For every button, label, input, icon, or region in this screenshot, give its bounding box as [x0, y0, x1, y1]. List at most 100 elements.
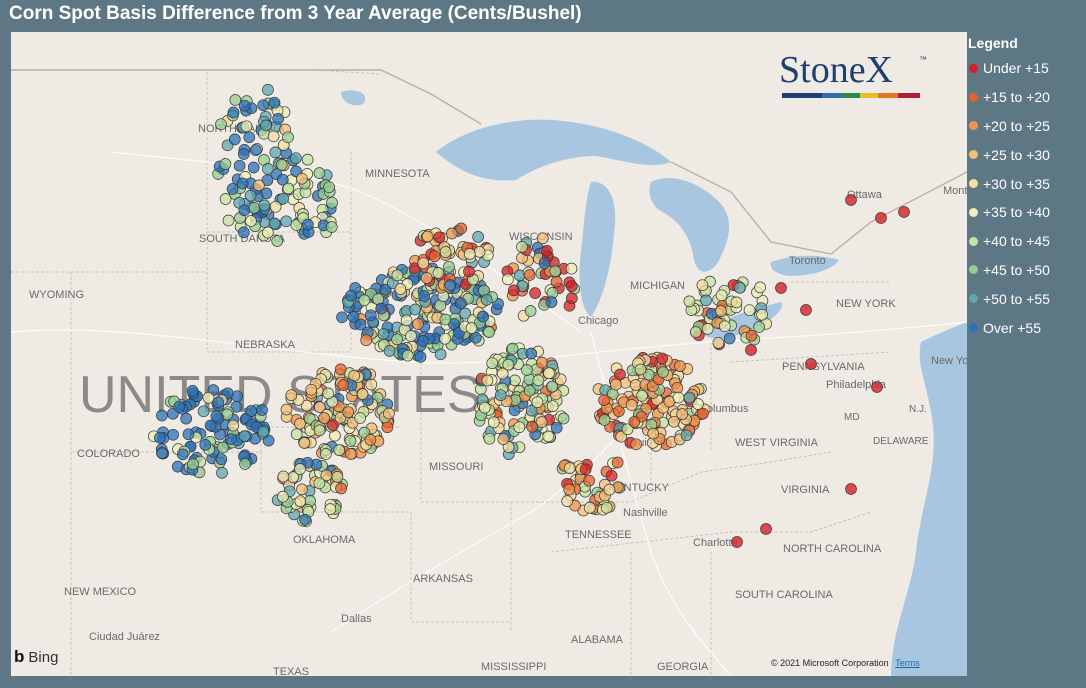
map-point[interactable] — [260, 119, 272, 132]
map-point[interactable] — [614, 368, 626, 381]
map-point[interactable] — [173, 400, 186, 413]
map-point[interactable] — [269, 200, 282, 213]
map-point[interactable] — [536, 232, 549, 245]
map-point[interactable] — [444, 279, 457, 291]
map-point[interactable] — [187, 458, 199, 471]
map-point[interactable] — [494, 389, 507, 402]
map-point[interactable] — [171, 460, 184, 473]
map-point[interactable] — [600, 501, 613, 514]
map-point[interactable] — [634, 363, 647, 376]
map-point[interactable] — [469, 331, 482, 344]
map-point[interactable] — [459, 307, 472, 320]
map-point[interactable] — [347, 311, 360, 323]
map-point[interactable] — [610, 378, 622, 391]
map-point[interactable] — [243, 131, 256, 144]
map-point[interactable] — [550, 421, 563, 434]
legend-item[interactable]: +45 to +50 — [968, 256, 1084, 285]
map-point[interactable] — [543, 367, 555, 380]
map-point[interactable] — [545, 296, 558, 308]
map-point[interactable] — [700, 294, 712, 307]
map-point[interactable] — [689, 326, 702, 338]
map-point[interactable] — [262, 84, 274, 96]
map-point[interactable] — [336, 311, 348, 324]
map-point[interactable] — [240, 120, 253, 133]
map-point[interactable] — [563, 462, 576, 475]
map-point[interactable] — [628, 416, 641, 428]
map-point[interactable] — [237, 148, 250, 160]
map-point[interactable] — [730, 296, 743, 309]
map-point[interactable] — [432, 267, 445, 279]
map-point[interactable] — [375, 302, 388, 315]
map-point[interactable] — [550, 275, 563, 288]
map-point[interactable] — [247, 161, 260, 174]
map-point[interactable] — [358, 294, 371, 307]
legend-item[interactable]: +15 to +20 — [968, 83, 1084, 112]
map-point[interactable] — [282, 131, 294, 144]
map-point[interactable] — [365, 378, 378, 391]
map-point[interactable] — [229, 94, 242, 106]
map-point[interactable] — [523, 269, 536, 281]
map-point[interactable] — [472, 231, 484, 243]
map-point[interactable] — [611, 456, 624, 469]
map-point[interactable] — [674, 360, 686, 372]
map-point[interactable] — [443, 260, 455, 273]
legend-item[interactable]: +40 to +45 — [968, 227, 1084, 256]
map-point[interactable] — [434, 348, 447, 361]
map-point[interactable] — [743, 304, 756, 317]
map-point[interactable] — [277, 470, 290, 483]
map-point[interactable] — [507, 284, 520, 297]
map-point[interactable] — [625, 399, 638, 411]
map-point[interactable] — [683, 295, 696, 308]
map-point[interactable] — [334, 363, 347, 376]
map-point[interactable] — [760, 523, 772, 535]
map-point[interactable] — [692, 398, 704, 410]
map-point[interactable] — [215, 453, 228, 466]
map-point[interactable] — [516, 241, 528, 253]
map-point[interactable] — [364, 434, 377, 446]
map-point[interactable] — [313, 401, 326, 413]
map-point[interactable] — [182, 428, 195, 441]
map-point[interactable] — [260, 187, 273, 200]
map-point[interactable] — [236, 177, 249, 190]
map-point[interactable] — [258, 199, 271, 212]
map-point[interactable] — [845, 194, 857, 206]
map-point[interactable] — [280, 403, 293, 416]
map-point[interactable] — [420, 272, 433, 284]
map-point[interactable] — [481, 374, 494, 387]
map-point[interactable] — [463, 248, 476, 260]
map-point[interactable] — [381, 421, 394, 434]
map-point[interactable] — [898, 206, 910, 218]
map-point[interactable] — [433, 231, 446, 244]
map-point[interactable] — [506, 342, 519, 355]
map-point[interactable] — [202, 391, 215, 404]
map-point[interactable] — [212, 396, 225, 409]
map-point[interactable] — [156, 409, 168, 422]
map-point[interactable] — [268, 96, 281, 109]
map-point[interactable] — [538, 257, 551, 270]
map-point[interactable] — [439, 332, 451, 345]
map-point[interactable] — [344, 435, 357, 447]
map-point[interactable] — [210, 410, 223, 422]
map-point[interactable] — [445, 227, 458, 240]
map-point[interactable] — [249, 144, 262, 156]
map-point[interactable] — [256, 404, 268, 416]
map-point[interactable] — [262, 226, 274, 239]
map-point[interactable] — [227, 106, 240, 119]
map-point[interactable] — [383, 345, 396, 357]
map-point[interactable] — [391, 269, 404, 282]
map-point[interactable] — [262, 434, 275, 447]
map-point[interactable] — [322, 387, 335, 400]
map-point[interactable] — [712, 337, 725, 349]
map-point[interactable] — [299, 513, 311, 526]
map-point[interactable] — [354, 412, 366, 424]
map-canvas[interactable]: UNITED STATES NORTH DAKOTAMINNESOTASOUTH… — [11, 32, 967, 676]
map-point[interactable] — [337, 379, 350, 391]
map-point[interactable] — [267, 130, 280, 143]
map-point[interactable] — [525, 347, 538, 360]
map-point[interactable] — [238, 430, 251, 442]
map-point[interactable] — [335, 482, 347, 495]
map-point[interactable] — [233, 159, 246, 172]
map-point[interactable] — [598, 414, 611, 426]
map-point[interactable] — [775, 282, 787, 294]
map-point[interactable] — [237, 226, 250, 239]
